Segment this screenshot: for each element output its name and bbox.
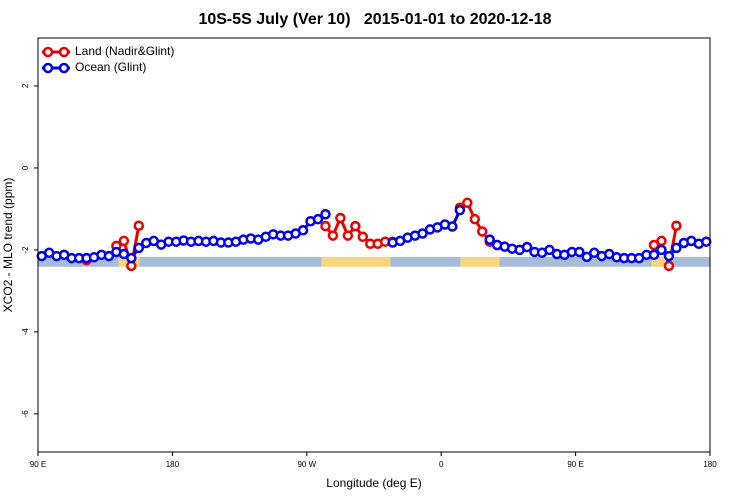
data-point: [477, 226, 488, 237]
data-point: [656, 235, 667, 247]
data-point: [656, 244, 667, 256]
data-point: [133, 242, 145, 254]
data-point: [297, 224, 309, 236]
y-tick-label: -4: [21, 328, 30, 336]
data-point: [484, 234, 495, 245]
data-point: [581, 251, 593, 263]
legend-label: Ocean (Glint): [75, 60, 146, 74]
y-axis-label: XCO2 - MLO trend (ppm): [1, 178, 15, 313]
data-point: [357, 231, 369, 243]
x-tick-label: 90 E: [567, 460, 583, 469]
legend-label: Land (Nadir&Glint): [75, 44, 174, 58]
data-point: [671, 220, 682, 231]
data-point: [320, 209, 331, 220]
data-point: [126, 252, 137, 264]
data-point: [671, 242, 682, 254]
legend-marker: [58, 46, 70, 58]
plot-frame: [37, 37, 711, 453]
data-point: [327, 230, 339, 241]
data-point: [350, 220, 361, 232]
data-point: [320, 220, 331, 232]
data-point: [648, 239, 660, 251]
surface-band: [139, 256, 322, 267]
data-point: [417, 228, 428, 239]
legend-marker: [42, 62, 54, 74]
data-point: [648, 249, 660, 261]
data-point: [462, 197, 473, 209]
data-point: [701, 236, 712, 247]
surface-band: [321, 256, 391, 267]
x-tick-label: 0: [439, 460, 444, 469]
x-tick-label: 180: [703, 460, 717, 469]
surface-band: [651, 256, 669, 267]
data-point: [312, 213, 324, 225]
data-point: [454, 204, 466, 216]
y-tick-label: 2: [21, 83, 30, 88]
data-point: [663, 260, 675, 272]
data-point: [469, 213, 481, 225]
data-point: [335, 212, 346, 224]
y-tick-label: 0: [21, 165, 30, 170]
y-tick-label: -2: [21, 246, 30, 254]
data-point: [574, 246, 585, 258]
data-point: [663, 250, 675, 262]
data-point: [521, 241, 533, 253]
surface-band: [390, 256, 461, 267]
surface-band: [668, 256, 710, 267]
data-point: [118, 235, 130, 247]
x-tick-label: 90 W: [297, 460, 316, 469]
legend-marker: [58, 62, 70, 74]
x-axis-label: Longitude (deg E): [326, 476, 421, 490]
x-tick-label: 90 E: [30, 460, 46, 469]
data-point: [544, 244, 555, 256]
surface-band: [499, 256, 652, 267]
surface-band: [460, 256, 500, 267]
chart-title: 10S-5S July (Ver 10) 2015-01-01 to 2020-…: [198, 11, 551, 28]
data-point: [342, 230, 354, 241]
y-tick-label: -6: [21, 410, 30, 418]
data-point: [447, 221, 458, 232]
data-point: [118, 248, 130, 260]
data-point: [133, 220, 145, 231]
data-point: [103, 250, 115, 262]
legend-marker: [42, 46, 54, 58]
x-tick-label: 180: [166, 460, 180, 469]
